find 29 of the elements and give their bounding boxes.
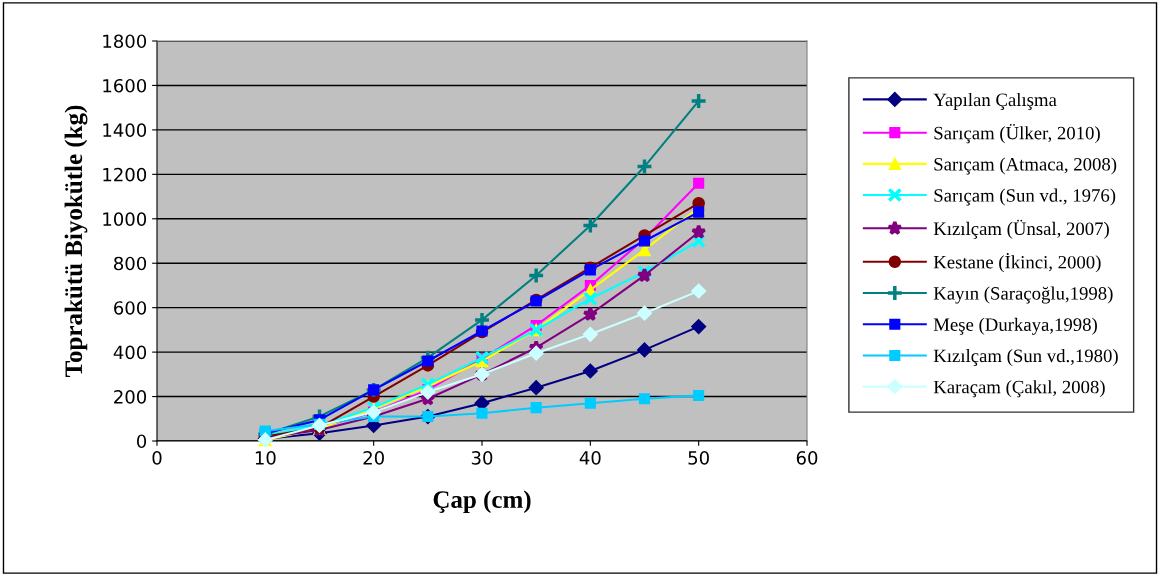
x-tick-label: 30 bbox=[471, 451, 493, 465]
x-axis-title: Çap (cm) bbox=[433, 490, 531, 514]
legend-label: Yapılan Çalışma bbox=[933, 92, 1057, 110]
y-tick-label: 1400 bbox=[103, 123, 147, 138]
x-tick-label: 40 bbox=[579, 451, 601, 465]
y-tick-label: 400 bbox=[113, 345, 147, 360]
y-tick-label: 0 bbox=[136, 434, 147, 449]
y-tick-label: 800 bbox=[114, 256, 147, 271]
legend-label: Sarıçam (Ülker, 2010) bbox=[934, 124, 1100, 144]
legend-label: Meşe (Durkaya,1998) bbox=[933, 317, 1097, 335]
y-tick-label: 1600 bbox=[103, 78, 147, 93]
legend-label: Kızılçam (Sun vd.,1980) bbox=[933, 348, 1118, 366]
y-tick-label: 600 bbox=[114, 301, 147, 315]
x-tick-label: 60 bbox=[796, 451, 818, 465]
y-tick-label: 1200 bbox=[103, 167, 147, 182]
legend-label: Kestane (İkinci, 2000) bbox=[933, 252, 1101, 273]
y-tick-label: 200 bbox=[114, 390, 147, 404]
legend-label: Kızılçam (Ünsal, 2007) bbox=[933, 219, 1109, 239]
legend-label: Kayın (Saraçoğlu,1998) bbox=[933, 286, 1113, 304]
x-tick-label: 0 bbox=[152, 451, 162, 465]
x-tick-label: 50 bbox=[688, 451, 709, 465]
y-axis-title: Toprakütü Biyokütle (kg) bbox=[64, 105, 88, 377]
y-tick-label: 1800 bbox=[103, 34, 147, 49]
x-tick-label: 20 bbox=[363, 451, 384, 465]
x-tick-label: 10 bbox=[255, 451, 276, 465]
legend-label: Sarıçam (Atmaca, 2008) bbox=[934, 157, 1117, 175]
y-tick-label: 1000 bbox=[103, 212, 147, 226]
legend-label: Karaçam (Çakıl, 2008) bbox=[933, 380, 1105, 398]
legend-label: Sarıçam (Sun vd., 1976) bbox=[934, 188, 1116, 206]
